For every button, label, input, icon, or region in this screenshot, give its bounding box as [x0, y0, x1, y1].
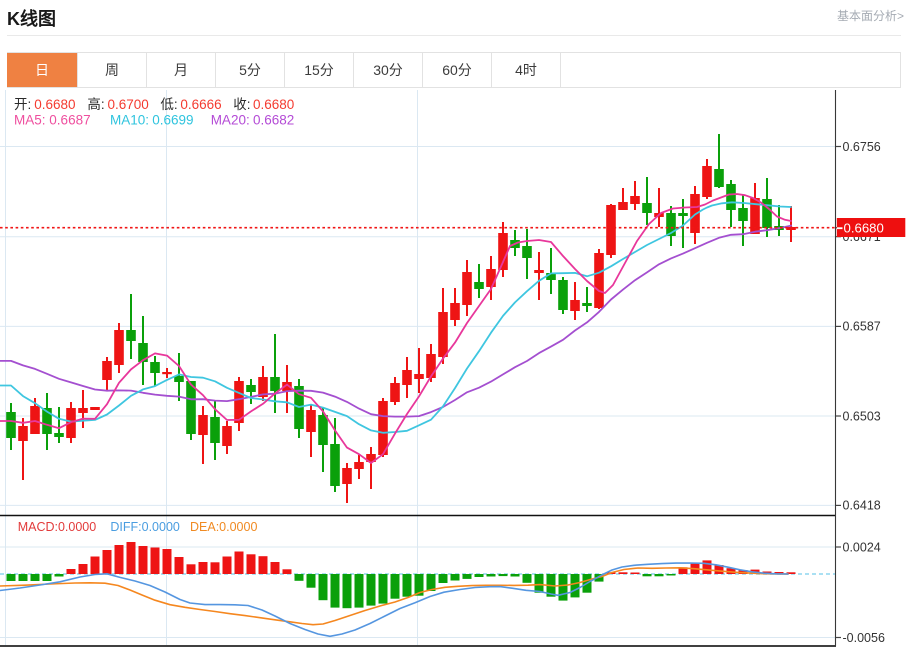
svg-text:-0.0056: -0.0056	[843, 631, 885, 645]
svg-text:0.6680: 0.6680	[253, 97, 294, 112]
svg-text:MA20:: MA20:	[211, 112, 250, 127]
svg-text:0.6687: 0.6687	[49, 112, 90, 127]
svg-text:0.6682: 0.6682	[253, 112, 294, 127]
svg-text:0.6680: 0.6680	[34, 97, 75, 112]
svg-text:0.6699: 0.6699	[152, 112, 193, 127]
svg-text:DIFF:0.0000: DIFF:0.0000	[110, 520, 180, 534]
svg-text:0.6587: 0.6587	[843, 320, 881, 334]
svg-text:0.0024: 0.0024	[843, 540, 881, 554]
svg-text:0.6756: 0.6756	[843, 140, 881, 154]
svg-text:0.6418: 0.6418	[843, 499, 881, 513]
svg-text:0.6700: 0.6700	[108, 97, 149, 112]
svg-text:0.6680: 0.6680	[844, 221, 884, 236]
svg-text:0.6503: 0.6503	[843, 409, 881, 423]
svg-text:MACD:0.0000: MACD:0.0000	[18, 520, 97, 534]
svg-text:高:: 高:	[87, 96, 104, 112]
svg-text:MA10:: MA10:	[110, 112, 149, 127]
svg-text:DEA:0.0000: DEA:0.0000	[190, 520, 257, 534]
svg-text:收:: 收:	[233, 97, 250, 112]
svg-text:0.6666: 0.6666	[180, 97, 221, 112]
svg-text:开:: 开:	[14, 97, 31, 112]
svg-text:低:: 低:	[160, 97, 177, 112]
svg-text:MA5:: MA5:	[14, 112, 46, 127]
